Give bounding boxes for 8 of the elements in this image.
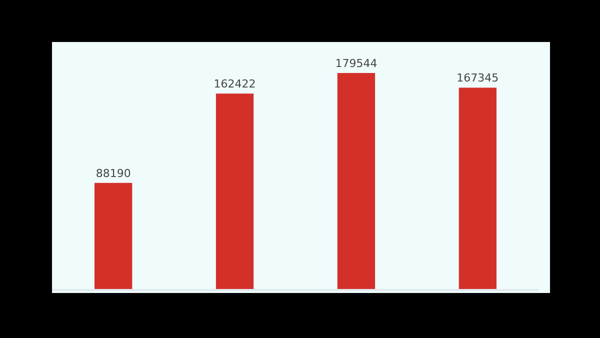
data-label: 162422: [214, 78, 256, 91]
bar: [458, 88, 496, 289]
bar: [216, 94, 254, 289]
data-label: 179544: [335, 57, 378, 70]
bar: [337, 73, 376, 289]
bar: [94, 182, 132, 289]
data-label: 88190: [96, 166, 131, 180]
data-label: 167345: [456, 72, 499, 85]
